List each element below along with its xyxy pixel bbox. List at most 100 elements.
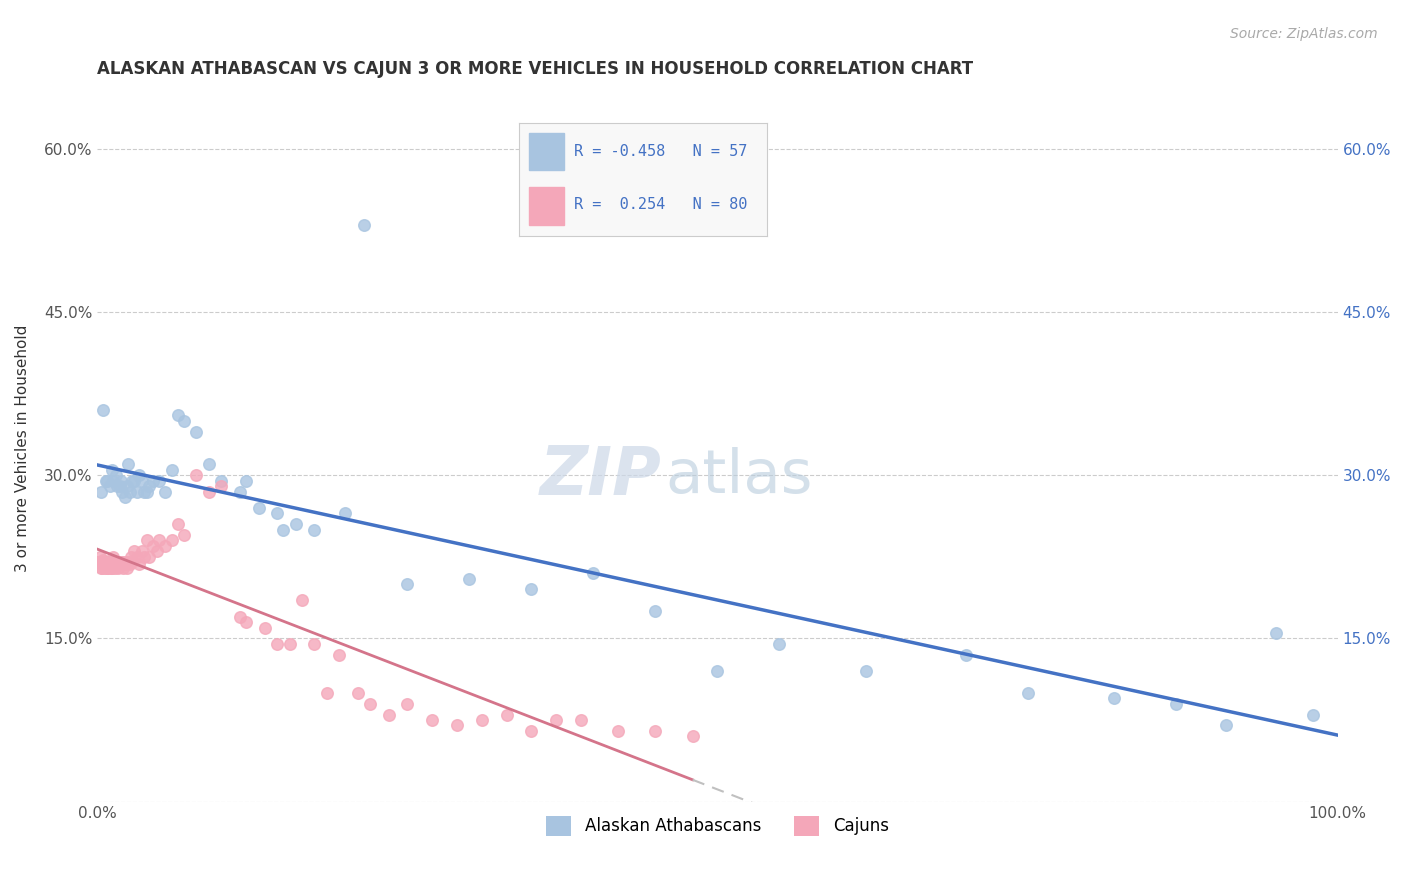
Legend: Alaskan Athabascans, Cajuns: Alaskan Athabascans, Cajuns [540,809,896,843]
Point [186,425,208,439]
Point [155,539,177,553]
Point [111,555,134,569]
Point [569,713,592,727]
Point [377,707,399,722]
Point [105,479,128,493]
Point [198,484,221,499]
Point [117,458,139,472]
Point [103,555,125,569]
Point [117,555,139,569]
Point [682,729,704,743]
Point [607,723,630,738]
Point [346,686,368,700]
Point [104,560,127,574]
Point [173,528,195,542]
Point [107,560,129,574]
Point [235,615,257,629]
Point [315,686,337,700]
Point [94,555,117,569]
Point [1104,691,1126,706]
Point [98,479,121,493]
Text: ALASKAN ATHABASCAN VS CAJUN 3 OR MORE VEHICLES IN HOUSEHOLD CORRELATION CHART: ALASKAN ATHABASCAN VS CAJUN 3 OR MORE VE… [97,60,973,78]
Point [93,403,115,417]
Point [148,533,170,548]
Point [110,474,132,488]
Point [138,479,160,493]
Point [98,558,121,572]
Point [1166,697,1188,711]
Point [93,560,115,574]
Point [101,558,124,572]
Point [148,474,170,488]
Point [396,577,419,591]
Point [121,474,143,488]
Point [266,506,288,520]
Point [209,479,232,493]
Point [471,713,494,727]
Point [160,533,183,548]
Point [291,593,314,607]
Point [108,479,131,493]
Point [101,560,124,574]
Text: atlas: atlas [665,447,813,506]
Point [142,474,165,488]
Point [135,533,157,548]
Point [284,517,307,532]
Point [118,484,141,499]
Point [266,637,288,651]
Point [546,713,568,727]
Point [105,558,128,572]
Point [229,484,252,499]
Point [353,218,375,232]
Point [304,637,326,651]
Point [124,474,146,488]
Point [100,560,122,574]
Point [142,539,165,553]
Point [111,484,134,499]
Point [114,558,136,572]
Point [328,648,350,662]
Point [115,479,138,493]
Point [120,549,142,564]
Point [90,555,112,569]
Point [93,553,115,567]
Point [706,664,728,678]
Point [335,506,357,520]
Point [138,549,160,564]
Point [110,558,132,572]
Point [131,474,153,488]
Point [87,555,110,569]
Point [125,484,148,499]
Point [90,560,112,574]
Point [103,474,125,488]
Point [90,484,112,499]
Point [96,555,118,569]
Point [271,523,294,537]
Point [103,549,125,564]
Point [134,484,156,499]
Point [155,484,177,499]
Point [118,558,141,572]
Point [89,555,111,569]
Point [495,707,517,722]
Point [146,544,169,558]
Point [173,414,195,428]
Point [97,560,120,574]
Point [128,468,150,483]
Point [1017,686,1039,700]
Point [198,458,221,472]
Point [247,500,270,515]
Point [101,463,124,477]
Point [121,555,143,569]
Point [115,560,138,574]
Point [520,723,543,738]
Point [186,468,208,483]
Point [582,566,605,581]
Point [644,604,666,618]
Point [96,474,118,488]
Point [93,555,115,569]
Point [98,555,121,569]
Point [446,718,468,732]
Y-axis label: 3 or more Vehicles in Household: 3 or more Vehicles in Household [15,325,30,572]
Point [253,620,276,634]
